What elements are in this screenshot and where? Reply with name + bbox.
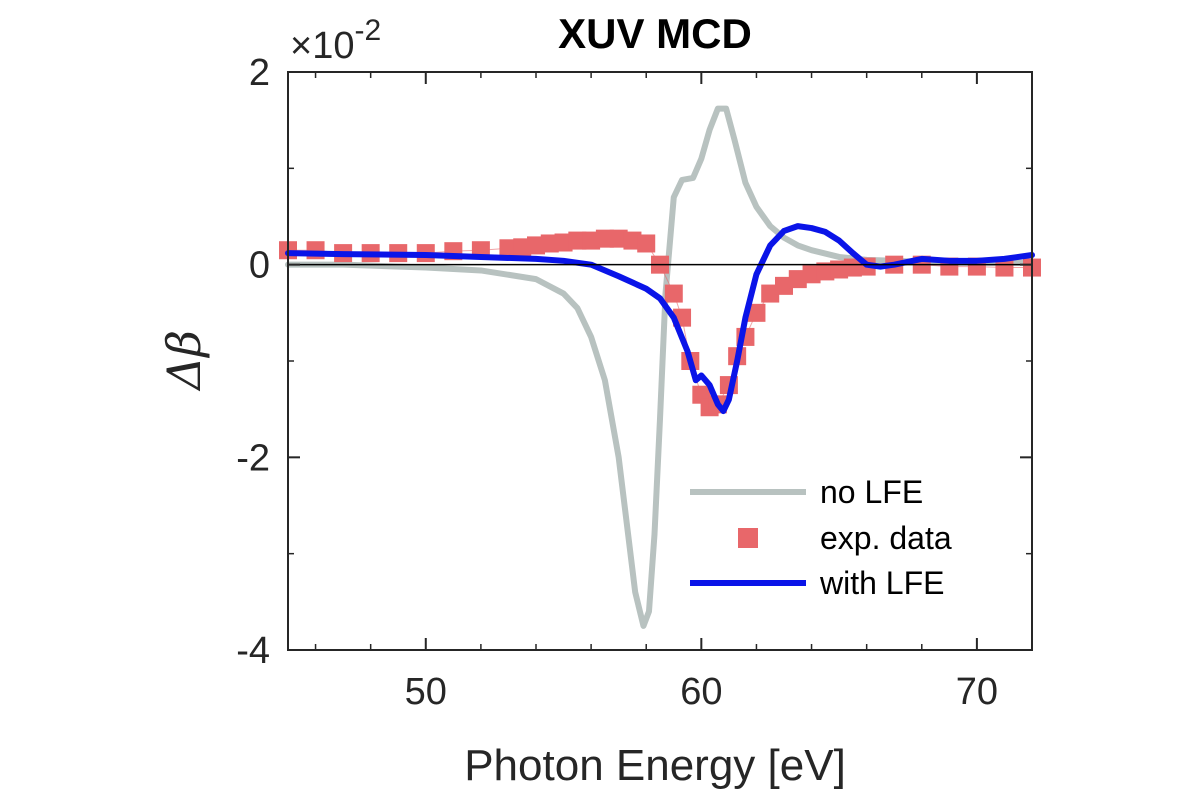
y-tick-label: -2 [236, 437, 270, 479]
x-tick-label: 60 [680, 671, 722, 713]
exp-data-marker [582, 231, 601, 250]
exp-data-marker [802, 265, 821, 284]
legend-label-exp-data: exp. data [820, 520, 952, 556]
exp-data-marker [513, 238, 532, 257]
y-axis-label: Δβ [157, 330, 211, 392]
y-exponent-base: ×10 [290, 25, 354, 67]
exp-data-marker [816, 262, 835, 281]
exp-data-marker [527, 236, 545, 255]
exp-data-marker [499, 239, 518, 258]
exp-data-marker [761, 284, 780, 303]
y-exponent: ×10-2 [290, 14, 381, 67]
legend-swatch-exp-data [738, 528, 758, 548]
exp-data-marker [623, 231, 642, 250]
exp-data-marker [609, 229, 628, 248]
y-exponent-power: -2 [354, 14, 381, 47]
exp-data-marker [664, 284, 683, 303]
y-tick-label: -4 [236, 630, 270, 672]
legend: no LFE exp. data with LFE [690, 474, 952, 601]
exp-data-marker [637, 234, 656, 253]
x-axis-label: Photon Energy [eV] [464, 741, 846, 790]
exp-data-marker [554, 233, 573, 252]
exp-data-marker [595, 229, 614, 248]
series-no-lfe-line [285, 105, 1035, 629]
ticks-layer: 50 60 70 2 0 -2 -4 [236, 52, 1033, 713]
exp-data-marker [568, 231, 587, 250]
x-tick-label: 70 [956, 671, 998, 713]
legend-label-with-lfe: with LFE [819, 565, 944, 601]
chart-title: XUV MCD [558, 10, 752, 57]
legend-label-no-lfe: no LFE [820, 474, 923, 510]
exp-data-marker [747, 303, 766, 322]
exp-data-marker [775, 276, 793, 295]
x-tick-label: 50 [405, 671, 447, 713]
series-layer [279, 105, 1041, 629]
y-tick-label: 2 [249, 52, 270, 94]
exp-data-marker [995, 258, 1014, 277]
exp-data-marker [540, 234, 559, 253]
y-tick-label: 0 [249, 245, 270, 287]
exp-data-marker [788, 270, 807, 289]
exp-data-marker [843, 258, 862, 277]
